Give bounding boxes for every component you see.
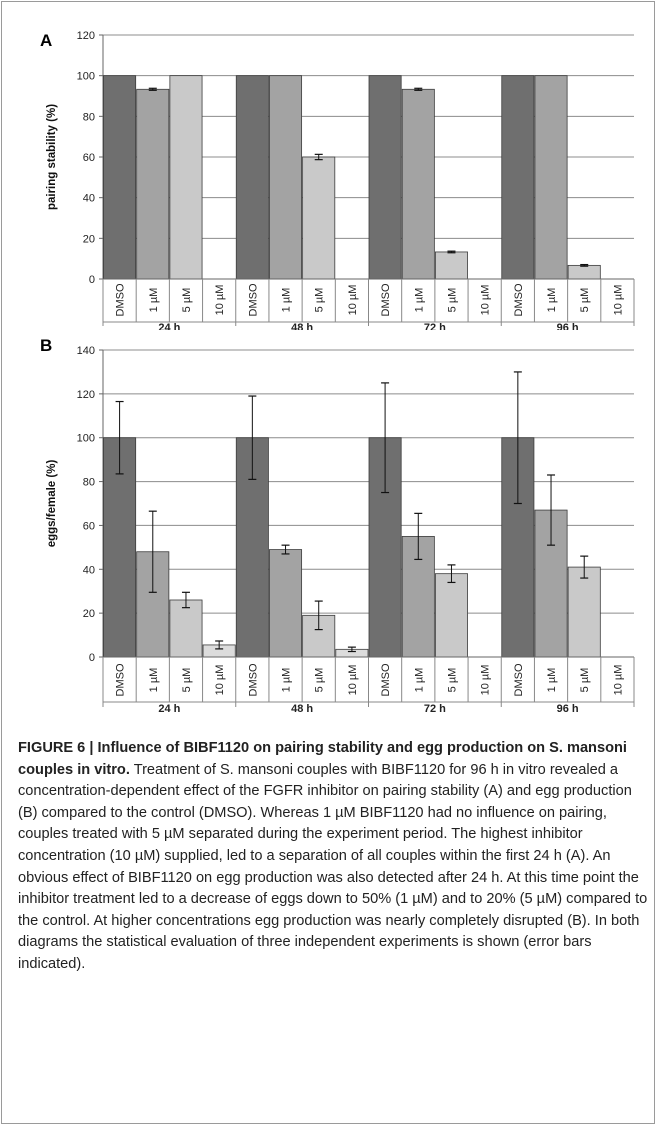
category-label: 1 µM [148, 668, 160, 693]
category-label: 5 µM [446, 288, 458, 313]
panel-label: B [40, 336, 52, 355]
y-tick-label: 60 [83, 152, 95, 164]
category-label: DMSO [115, 663, 127, 696]
bar [235, 75, 269, 280]
y-tick-label: 20 [83, 608, 95, 620]
y-tick-label: 100 [77, 433, 95, 445]
category-label: DMSO [513, 283, 525, 316]
group-label: 96 h [557, 703, 579, 715]
caption-title: FIGURE 6 | Influence of BIBF1120 on pair… [18, 740, 627, 778]
bar [302, 156, 336, 280]
group-label: 48 h [291, 703, 313, 715]
group-label: 96 h [557, 322, 579, 330]
bar [401, 88, 435, 280]
y-tick-label: 100 [77, 71, 95, 83]
bar [567, 264, 601, 280]
caption-text: Treatment of S. mansoni couples with BIB… [18, 761, 648, 972]
category-label: 10 µM [480, 665, 492, 696]
category-label: 1 µM [546, 668, 558, 693]
category-label: 5 µM [181, 288, 193, 313]
y-tick-label: 40 [83, 193, 95, 205]
category-label: 5 µM [181, 668, 193, 693]
y-tick-label: 120 [77, 389, 95, 401]
category-label: 1 µM [413, 668, 425, 693]
category-label: 10 µM [612, 285, 624, 316]
y-tick-label: 20 [83, 233, 95, 245]
category-label: 1 µM [546, 288, 558, 313]
bar [501, 75, 535, 280]
chart-b: B 0 20 40 60 80 100 120 140 eggs/female (%) DMSO 1 … [40, 336, 635, 715]
group-label: 24 h [158, 322, 180, 330]
category-label: DMSO [115, 283, 127, 316]
bar [169, 599, 203, 658]
y-tick-label: 120 [77, 30, 95, 42]
bar [269, 75, 303, 280]
category-label: 10 µM [347, 285, 359, 316]
y-axis-label: pairing stability (%) [46, 104, 58, 210]
y-tick-label: 40 [83, 564, 95, 576]
bar [136, 88, 170, 280]
category-label: 1 µM [148, 288, 160, 313]
category-label: 1 µM [281, 288, 293, 313]
category-label: 10 µM [347, 665, 359, 696]
y-tick-label: 60 [83, 520, 95, 532]
y-tick-label: 80 [83, 477, 95, 489]
y-tick-label: 80 [83, 111, 95, 123]
category-label: 10 µM [214, 665, 226, 696]
y-tick-label: 140 [77, 345, 95, 357]
bar [169, 75, 203, 280]
figure-caption: FIGURE 6 | Influence of BIBF1120 on pair… [18, 738, 648, 976]
chart-a: A 0 20 40 60 80 100 120 pairing stability (%) DMS… [40, 30, 635, 330]
category-label: 1 µM [281, 668, 293, 693]
group-label: 72 h [424, 703, 446, 715]
category-label: DMSO [513, 663, 525, 696]
bar [368, 75, 402, 280]
bar [534, 75, 568, 280]
panel-label: A [40, 31, 52, 50]
category-label: 5 µM [314, 288, 326, 313]
category-label: 5 µM [579, 288, 591, 313]
category-label: DMSO [380, 283, 392, 316]
bar [434, 251, 468, 280]
bar [567, 566, 601, 658]
bar [269, 549, 303, 658]
group-label: 72 h [424, 322, 446, 330]
category-label: DMSO [247, 663, 259, 696]
group-label: 24 h [158, 703, 180, 715]
bar [103, 75, 137, 280]
bar [434, 573, 468, 658]
category-label: DMSO [380, 663, 392, 696]
y-tick-label: 0 [89, 652, 95, 664]
category-label: 5 µM [579, 668, 591, 693]
y-axis-label: eggs/female (%) [46, 460, 58, 548]
category-label: 10 µM [480, 285, 492, 316]
y-tick-label: 0 [89, 274, 95, 286]
category-label: 10 µM [214, 285, 226, 316]
category-label: 10 µM [612, 665, 624, 696]
category-label: 5 µM [314, 668, 326, 693]
category-label: 5 µM [446, 668, 458, 693]
group-label: 48 h [291, 322, 313, 330]
category-label: 1 µM [413, 288, 425, 313]
category-label: DMSO [247, 283, 259, 316]
